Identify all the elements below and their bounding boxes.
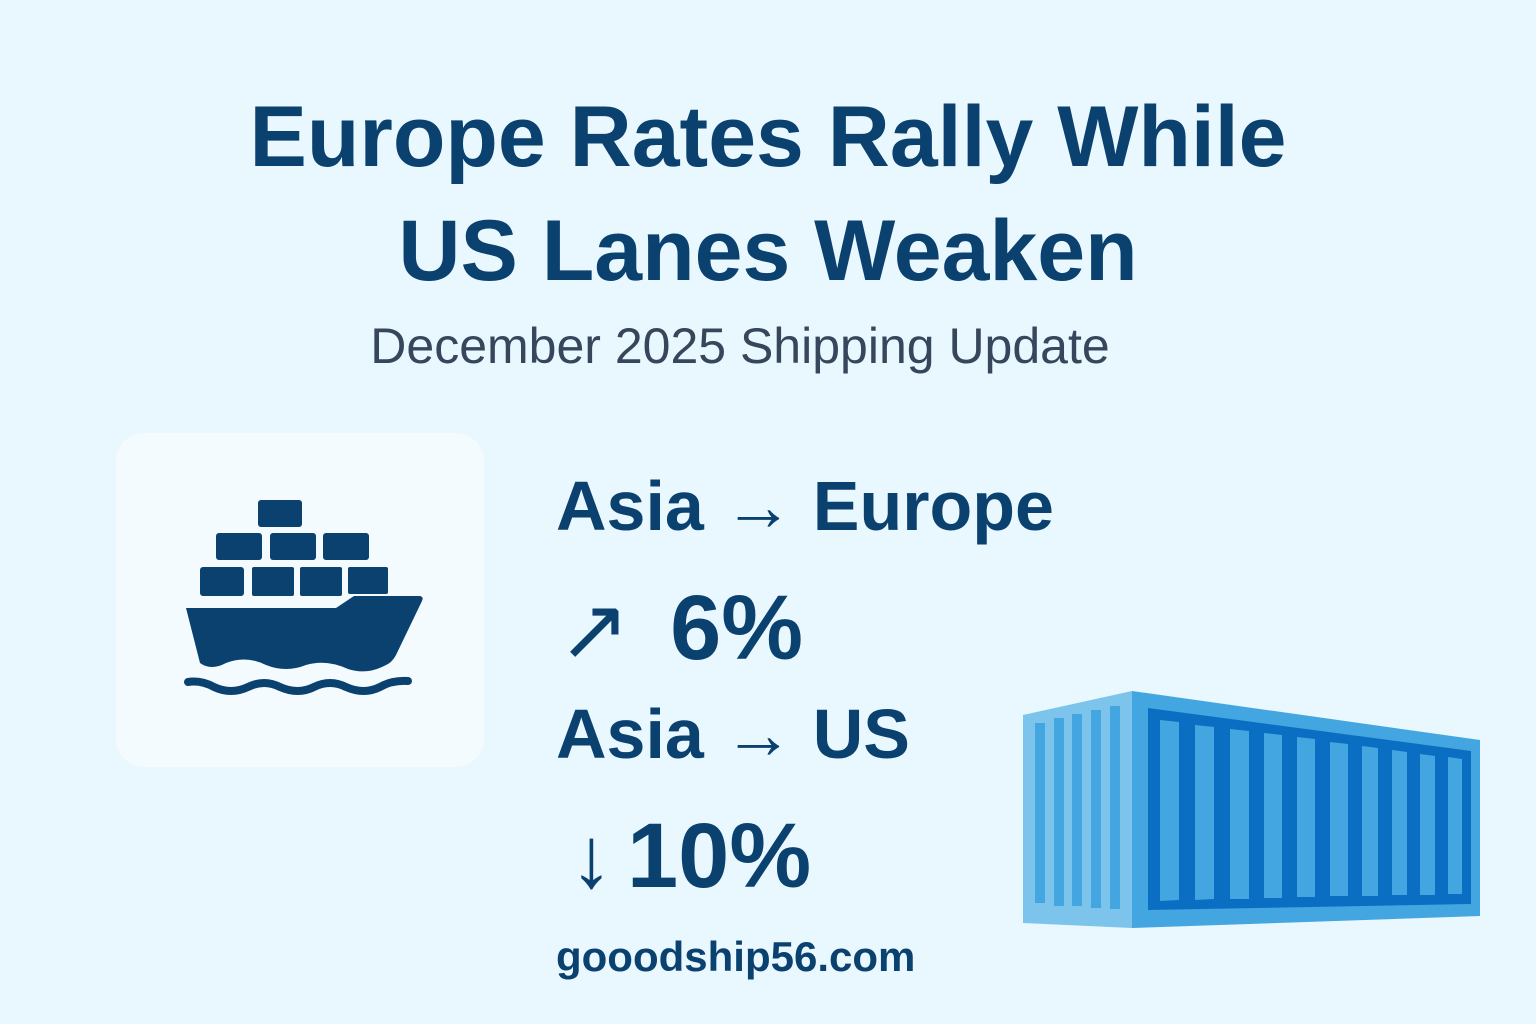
trend-up-icon: ↗ bbox=[558, 582, 631, 678]
page-title: Europe Rates Rally While US Lanes Weaken bbox=[0, 80, 1536, 308]
lane-asia-europe-value: 6% bbox=[670, 577, 804, 679]
title-line-1: Europe Rates Rally While bbox=[249, 89, 1287, 185]
trend-down-icon: ↓ bbox=[570, 810, 613, 906]
lane-asia-europe-name: Asia → Europe bbox=[556, 467, 1054, 545]
page-subtitle: December 2025 Shipping Update bbox=[370, 318, 1110, 374]
shipping-container-icon bbox=[1023, 691, 1480, 928]
ship-card bbox=[116, 433, 484, 767]
lane-asia-us-name: Asia → US bbox=[556, 695, 910, 773]
lane-asia-europe-change: ↗ 6% bbox=[558, 578, 803, 680]
title-line-2: US Lanes Weaken bbox=[398, 203, 1138, 299]
container-ship-icon bbox=[184, 500, 423, 695]
website-link[interactable]: gooodship56.com bbox=[556, 933, 916, 980]
lane-asia-us-value: 10% bbox=[627, 805, 812, 907]
lane-asia-us-change: ↓ 10% bbox=[570, 806, 811, 908]
